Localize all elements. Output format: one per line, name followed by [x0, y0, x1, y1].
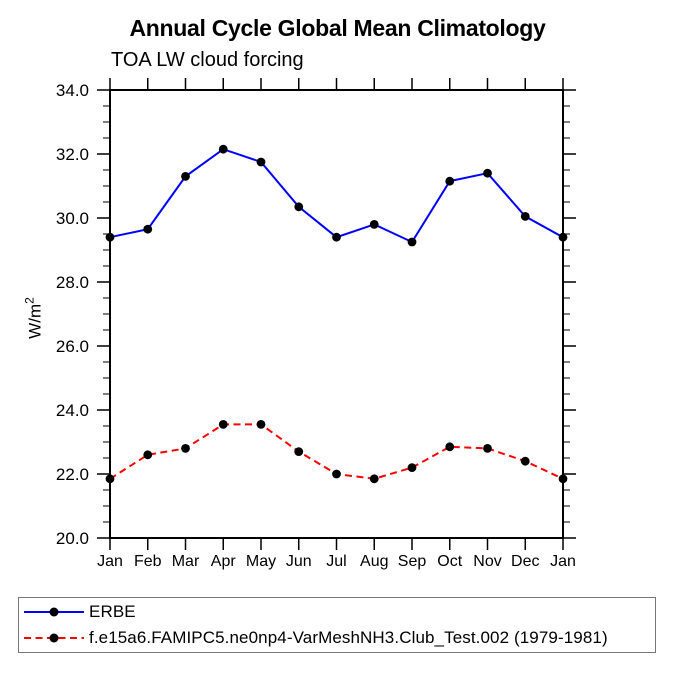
chart-subtitle: TOA LW cloud forcing — [111, 49, 304, 71]
x-tick-label: Feb — [134, 553, 162, 570]
legend-label-model: f.e15a6.FAMIPC5.ne0np4-VarMeshNH3.Club_T… — [89, 628, 608, 647]
x-tick-label: Jan — [550, 553, 576, 570]
data-point-0-Jun — [294, 202, 304, 212]
legend-item-erbe: ERBE — [21, 600, 655, 624]
x-tick-label: Jun — [286, 553, 312, 570]
plot-frame — [109, 89, 564, 539]
data-point-1-May — [256, 420, 266, 429]
x-tick-label: Aug — [360, 553, 388, 570]
y-tick-label: 32.0 — [56, 145, 89, 164]
legend-label-erbe: ERBE — [89, 602, 136, 621]
data-point-0-Mar — [181, 172, 190, 181]
y-tick-label: 20.0 — [56, 529, 89, 548]
x-tick-label: Apr — [211, 553, 237, 570]
data-point-0-Jan — [105, 232, 115, 242]
y-tick-label: 34.0 — [56, 81, 89, 100]
data-point-0-Apr — [218, 144, 228, 154]
legend-sample-solid-line — [24, 607, 84, 617]
data-point-0-May — [256, 157, 266, 167]
data-point-1-Jul — [332, 469, 341, 479]
y-tick-label: 22.0 — [56, 465, 89, 484]
data-point-1-Mar — [181, 444, 190, 453]
y-tick-label: 26.0 — [56, 337, 89, 356]
legend-box: ERBE f.e15a6.FAMIPC5.ne0np4-VarMeshNH3.C… — [18, 597, 656, 653]
series-line-0 — [109, 148, 564, 244]
data-point-0-Jul — [332, 232, 341, 242]
x-tick-label: Sep — [398, 553, 427, 570]
x-tick-label: May — [246, 553, 276, 570]
y-tick-label: 28.0 — [56, 273, 89, 292]
data-point-1-Nov — [483, 444, 492, 453]
data-point-0-Sep — [407, 237, 417, 247]
legend-sample-dashed-line — [24, 633, 84, 643]
x-tick-label: Mar — [172, 553, 200, 570]
data-point-0-Feb — [143, 224, 153, 234]
y-tick-label: 30.0 — [56, 209, 89, 228]
plot-area: 20.0 22.0 24.0 26.0 28.0 30.0 32.0 34.0 Jan Feb Ma… — [56, 78, 576, 570]
legend-item-model: f.e15a6.FAMIPC5.ne0np4-VarMeshNH3.Club_T… — [21, 626, 655, 650]
x-tick-label: Jan — [97, 553, 123, 570]
data-point-0-Aug — [369, 220, 379, 229]
data-point-1-Apr — [218, 420, 228, 429]
y-tick-label: 24.0 — [56, 401, 89, 420]
data-point-0-Oct — [445, 176, 455, 186]
data-point-1-Sep — [407, 463, 417, 472]
data-point-1-Jun — [294, 447, 304, 456]
chart-title: Annual Cycle Global Mean Climatology — [129, 15, 546, 41]
data-point-0-Dec — [520, 212, 530, 221]
data-point-1-Feb — [143, 450, 153, 460]
data-point-1-Dec — [520, 456, 530, 466]
data-point-1-Jan — [105, 474, 115, 484]
x-tick-label: Jul — [326, 553, 346, 570]
x-tick-label: Nov — [473, 553, 501, 570]
x-tick-label: Dec — [511, 553, 539, 570]
data-point-1-Jan — [558, 474, 568, 484]
x-tick-label: Oct — [437, 553, 462, 570]
data-point-1-Oct — [445, 442, 455, 452]
data-point-1-Aug — [369, 474, 379, 484]
data-point-0-Nov — [483, 168, 492, 178]
data-point-0-Jan — [558, 232, 568, 242]
